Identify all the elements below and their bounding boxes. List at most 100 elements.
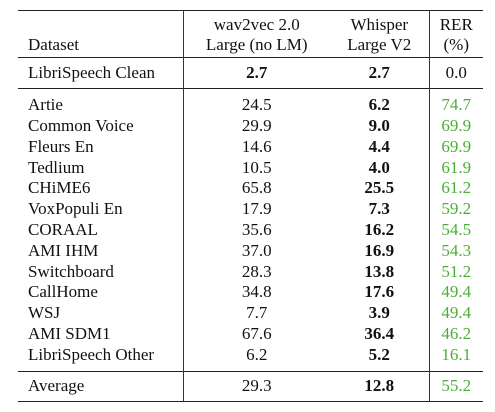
row-dataset: CHiME6 (28, 178, 91, 198)
reference-whisper: 2.7 (330, 58, 429, 89)
reference-rer: 0.0 (428, 57, 483, 89)
row-whisper-value: 5.2 (368, 344, 390, 364)
row-whisper-value: 36.4 (364, 324, 395, 344)
row-dataset: Common Voice (28, 116, 134, 136)
row-whisper-value: 13.8 (364, 261, 395, 281)
row-w2v: 6.2 (182, 344, 330, 366)
header-dataset: Dataset (18, 11, 183, 58)
table-row: Common Voice 29.9 9.0 69.9 (18, 116, 483, 137)
header-wav2vec: wav2vec 2.0 Large (no LM) (182, 10, 330, 58)
reference-w2v-value: 2.7 (246, 62, 268, 82)
average-whisper: 12.8 (330, 371, 429, 401)
row-w2v: 29.9 (182, 116, 330, 137)
row-whisper-value: 6.2 (368, 94, 390, 114)
reference-dataset: LibriSpeech Clean (28, 62, 155, 82)
table-row: CallHome 34.8 17.6 49.4 (18, 282, 483, 304)
row-whisper-value: 17.6 (364, 282, 395, 302)
row-whisper-value: 16.9 (364, 240, 395, 260)
row-rer: 61.2 (428, 178, 483, 200)
row-whisper: 3.9 (330, 303, 429, 324)
average-rer: 55.2 (428, 371, 483, 402)
table-row: Artie 24.5 6.2 74.7 (18, 94, 483, 116)
row-whisper-value: 7.3 (368, 199, 390, 219)
row-dataset: CallHome (28, 282, 98, 302)
row-dataset: LibriSpeech Other (28, 344, 155, 364)
average-whisper-value: 12.8 (364, 375, 395, 395)
row-w2v: 65.8 (182, 178, 330, 200)
row-whisper: 13.8 (330, 262, 429, 283)
table-row: AMI SDM1 67.6 36.4 46.2 (18, 323, 483, 345)
average-section: Average 29.3 12.8 55.2 (18, 365, 483, 402)
average-dataset: Average (28, 375, 85, 395)
row-rer: 74.7 (428, 94, 483, 116)
row-rer: 59.2 (428, 199, 483, 220)
row-w2v: 24.5 (182, 94, 330, 116)
row-rer: 51.2 (428, 261, 483, 283)
row-whisper: 16.9 (330, 241, 429, 262)
row-rer: 49.4 (428, 303, 483, 324)
table-row: WSJ 7.7 3.9 49.4 (18, 303, 483, 324)
row-dataset: Fleurs En (28, 136, 94, 156)
header-dataset-label: Dataset (28, 35, 79, 54)
row-whisper: 7.3 (330, 199, 429, 220)
row-rer: 69.9 (428, 136, 483, 158)
row-whisper-value: 3.9 (368, 303, 390, 323)
row-whisper: 17.6 (330, 282, 429, 303)
row-rer: 69.9 (428, 116, 483, 137)
row-whisper: 4.0 (330, 158, 429, 179)
row-whisper: 4.4 (330, 137, 429, 158)
row-dataset: AMI IHM (28, 240, 99, 260)
average-w2v: 29.3 (182, 371, 330, 402)
table-row: CHiME6 65.8 25.5 61.2 (18, 178, 483, 200)
row-whisper-value: 4.4 (368, 136, 390, 156)
row-whisper-value: 16.2 (364, 220, 395, 240)
table-row: VoxPopuli En 17.9 7.3 59.2 (18, 199, 483, 220)
row-rer: 46.2 (428, 323, 483, 345)
row-dataset: CORAAL (28, 220, 98, 240)
row-w2v: 17.9 (182, 199, 330, 220)
table-row: LibriSpeech Other 6.2 5.2 16.1 (18, 344, 483, 366)
row-w2v: 37.0 (182, 240, 330, 262)
row-whisper-value: 9.0 (368, 116, 390, 136)
table-header: Dataset wav2vec 2.0 Large (no LM) Whispe… (18, 10, 483, 58)
header-whisper-line2: Large V2 (347, 35, 412, 54)
row-w2v: 67.6 (182, 323, 330, 345)
row-rer: 49.4 (428, 282, 483, 304)
row-whisper: 6.2 (330, 94, 429, 116)
row-dataset: AMI SDM1 (28, 324, 111, 344)
header-row: Dataset wav2vec 2.0 Large (no LM) Whispe… (18, 10, 483, 58)
table-row: Switchboard 28.3 13.8 51.2 (18, 261, 483, 283)
row-whisper: 9.0 (330, 116, 429, 137)
table-row: Tedlium 10.5 4.0 61.9 (18, 157, 483, 179)
row-w2v: 35.6 (182, 219, 330, 241)
reference-w2v: 2.7 (182, 57, 330, 89)
header-wav2vec-line2: Large (no LM) (205, 35, 308, 54)
table-row: Fleurs En 14.6 4.4 69.9 (18, 136, 483, 158)
row-dataset: Artie (28, 94, 63, 114)
row-rer: 54.5 (428, 219, 483, 241)
row-whisper-value: 4.0 (368, 157, 390, 177)
row-whisper: 36.4 (330, 324, 429, 345)
row-w2v: 10.5 (182, 157, 330, 179)
row-rer: 61.9 (428, 157, 483, 179)
reference-whisper-value: 2.7 (368, 62, 390, 82)
row-dataset: Tedlium (28, 157, 85, 177)
dataset-rows: Artie 24.5 6.2 74.7 Common Voice 29.9 9.0 69.9 F… (18, 94, 483, 366)
header-whisper-line1: Whisper (350, 15, 409, 34)
row-w2v: 14.6 (182, 136, 330, 158)
row-w2v: 28.3 (182, 261, 330, 283)
average-spacer (18, 365, 483, 372)
results-table: Dataset wav2vec 2.0 Large (no LM) Whispe… (18, 10, 483, 402)
row-rer: 16.1 (428, 344, 483, 366)
row-rer: 54.3 (428, 240, 483, 262)
row-dataset: VoxPopuli En (28, 199, 123, 219)
row-dataset: Switchboard (28, 261, 114, 281)
table-row: CORAAL 35.6 16.2 54.5 (18, 219, 483, 241)
row-whisper: 16.2 (330, 220, 429, 241)
average-row: Average 29.3 12.8 55.2 (18, 371, 483, 402)
row-w2v: 7.7 (182, 303, 330, 324)
header-rer-line2: (%) (443, 35, 469, 54)
row-whisper-value: 25.5 (364, 178, 395, 198)
header-rer-line1: RER (439, 15, 473, 34)
row-w2v: 34.8 (182, 282, 330, 304)
